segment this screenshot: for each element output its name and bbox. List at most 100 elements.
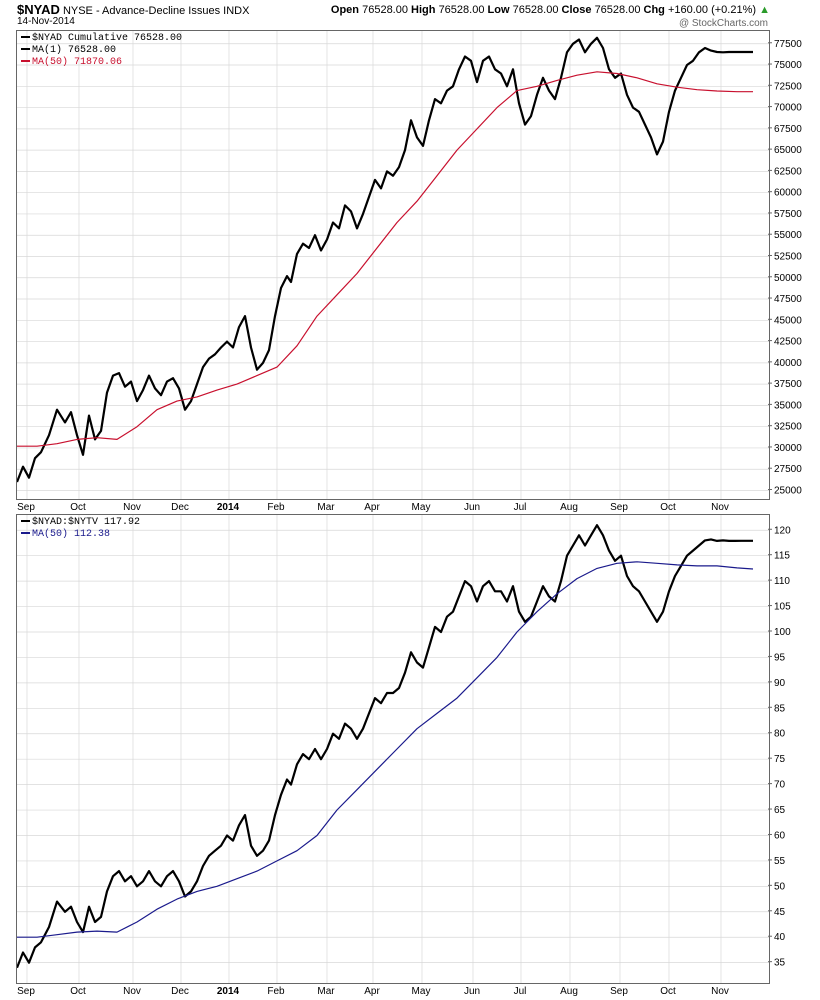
x-tick-label: Nov [123, 502, 141, 513]
low-value: 76528.00 [512, 4, 559, 16]
x-tick-label: Oct [660, 986, 676, 997]
x-tick-label: Sep [17, 502, 35, 513]
x-tick-label: Sep [610, 502, 628, 513]
chg-value: +160.00 (+0.21%) [667, 4, 757, 16]
x-tick-label: Apr [364, 986, 380, 997]
cumulative-chart [15, 31, 769, 499]
legend-entry-ma50-ratio: MA(50) 112.38 [21, 529, 140, 541]
close-value: 76528.00 [594, 4, 641, 16]
y-tick-label: 80 [774, 729, 786, 740]
y-tick-label: 75 [774, 754, 786, 765]
legend-entry-cumulative: $NYAD Cumulative 76528.00 [21, 33, 182, 45]
y-tick-label: 62500 [774, 166, 802, 177]
x-tick-label: May [412, 986, 431, 997]
cumulative-series-line [15, 36, 753, 483]
chg-label: Chg [643, 4, 665, 16]
y-tick-label: 55 [774, 856, 786, 867]
ratio-series-line [15, 524, 753, 969]
x-tick-label: Nov [123, 986, 141, 997]
open-label: Open [330, 4, 360, 16]
x-tick-label: Oct [70, 502, 86, 513]
symbol-description: NYSE - Advance-Decline Issues [62, 5, 221, 17]
y-tick-label: 30000 [774, 443, 802, 454]
y-tick-label: 40 [774, 932, 786, 943]
y-tick-label: 37500 [774, 379, 802, 390]
legend-swatch-blue [21, 532, 30, 535]
legend-text: MA(50) 71870.06 [32, 57, 123, 68]
x-tick-label: Mar [317, 502, 335, 513]
x-tick-label: Oct [70, 986, 86, 997]
x-tick-label: Apr [364, 502, 380, 513]
y-tick-label: 100 [774, 627, 791, 638]
legend-entry-ma1: MA(1) 76528.00 [21, 45, 182, 57]
quote-stats: Open 76528.00 High 76528.00 Low 76528.00… [331, 4, 770, 16]
chart-date: 14-Nov-2014 [17, 16, 75, 27]
legend-swatch-black [21, 48, 30, 51]
watermark: @ StockCharts.com [678, 18, 768, 29]
y-tick-label: 95 [774, 652, 786, 663]
high-value: 76528.00 [438, 4, 485, 16]
legend-swatch-red [21, 60, 30, 63]
ratio-ma50-line [17, 561, 754, 938]
x-tick-label: Jun [464, 502, 480, 513]
y-tick-label: 90 [774, 678, 786, 689]
y-tick-label: 75000 [774, 60, 802, 71]
open-value: 76528.00 [362, 4, 408, 16]
y-tick-label: 32500 [774, 422, 802, 433]
y-tick-label: 42500 [774, 337, 802, 348]
ratio-legend: $NYAD:$NYTV 117.92 MA(50) 112.38 [21, 517, 140, 541]
ratio-chart [15, 515, 769, 983]
y-tick-label: 60 [774, 830, 786, 841]
y-tick-label: 105 [774, 602, 791, 613]
up-arrow-icon: ▲ [759, 4, 770, 16]
legend-swatch-black [21, 36, 30, 39]
y-tick-label: 35 [774, 958, 786, 969]
x-tick-label: Jul [514, 986, 527, 997]
y-tick-label: 35000 [774, 400, 802, 411]
x-tick-label: Oct [660, 502, 676, 513]
x-tick-label: Feb [267, 986, 285, 997]
y-tick-label: 47500 [774, 294, 802, 305]
x-tick-label: Sep [610, 986, 628, 997]
legend-entry-ratio: $NYAD:$NYTV 117.92 [21, 517, 140, 529]
exchange: INDX [223, 5, 250, 17]
y-tick-label: 45 [774, 907, 786, 918]
cumulative-panel: $NYAD Cumulative 76528.00 MA(1) 76528.00… [15, 30, 770, 500]
legend-text: $NYAD Cumulative 76528.00 [32, 33, 183, 44]
x-tick-label: Feb [267, 502, 285, 513]
title-line: $NYAD NYSE - Advance-Decline Issues INDX [17, 2, 249, 17]
y-tick-label: 52500 [774, 251, 802, 262]
legend-text: MA(50) 112.38 [32, 529, 111, 540]
x-tick-label: Sep [17, 986, 35, 997]
y-tick-label: 50 [774, 881, 786, 892]
legend-text: $NYAD:$NYTV 117.92 [32, 517, 141, 528]
y-tick-label: 110 [774, 576, 790, 587]
x-tick-label: Dec [171, 986, 189, 997]
legend-text: MA(1) 76528.00 [32, 45, 117, 56]
y-tick-label: 45000 [774, 315, 802, 326]
y-tick-label: 65000 [774, 145, 802, 156]
y-tick-label: 57500 [774, 209, 802, 220]
y-tick-label: 115 [774, 551, 790, 562]
y-tick-label: 72500 [774, 81, 802, 92]
cumulative-legend: $NYAD Cumulative 76528.00 MA(1) 76528.00… [21, 33, 182, 69]
low-label: Low [487, 4, 510, 16]
legend-entry-ma50: MA(50) 71870.06 [21, 57, 182, 69]
y-tick-label: 25000 [774, 485, 802, 496]
x-tick-label: 2014 [217, 502, 240, 513]
x-tick-label: Dec [171, 502, 189, 513]
y-tick-label: 70000 [774, 103, 802, 114]
ratio-panel: $NYAD:$NYTV 117.92 MA(50) 112.38 [15, 514, 770, 984]
y-tick-label: 77500 [774, 39, 802, 50]
x-tick-label: 2014 [217, 986, 240, 997]
cumulative-ma50-line [17, 71, 753, 447]
x-tick-label: Mar [317, 986, 335, 997]
x-tick-label: Jun [464, 986, 480, 997]
high-label: High [411, 4, 436, 16]
y-tick-label: 120 [774, 525, 791, 536]
x-tick-label: Aug [560, 502, 578, 513]
y-tick-label: 50000 [774, 273, 802, 284]
y-tick-label: 40000 [774, 358, 802, 369]
y-tick-label: 60000 [774, 188, 802, 199]
